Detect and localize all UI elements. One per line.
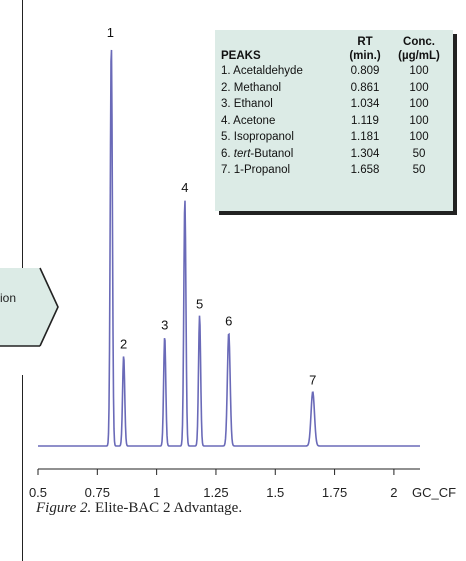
chromatogram-chart: 0.5 0.75 1 1.25 1.5 1.75 2 1 2 3 4 5 6 7 GC_CF — [29, 25, 456, 500]
table-row: 5. Isopropanol 1.181 100 — [221, 129, 447, 146]
peak-label: 5 — [196, 296, 203, 311]
header-rt-bottom: (min.) — [349, 50, 381, 62]
peak-label: 1 — [107, 25, 114, 40]
compound-name: 4. Acetone — [221, 114, 276, 127]
header-peaks-spacer — [221, 35, 339, 49]
x-tick-label: 0.5 — [29, 485, 47, 500]
header-conc-bottom: (µg/mL) — [398, 50, 440, 62]
compound-name-prefix: 6. — [221, 147, 234, 160]
compound-name: 6. tert-Butanol — [221, 146, 339, 163]
peak-label: 2 — [120, 337, 127, 352]
table-row: 4. Acetone 1.119 100 — [221, 113, 447, 130]
peak-label: 3 — [161, 317, 168, 332]
retention-time: 0.809 — [350, 65, 380, 77]
retention-time: 1.181 — [350, 131, 380, 143]
concentration: 100 — [409, 81, 429, 94]
concentration: 100 — [409, 65, 429, 77]
table-row: 1. Acetaldehyde 0.809 100 — [221, 63, 447, 80]
peak-label: 7 — [309, 373, 316, 388]
header-rt-top: RT — [357, 36, 373, 48]
table-row: 3. Ethanol 1.034 100 — [221, 96, 447, 113]
compound-name: 3. Ethanol — [221, 98, 273, 110]
figure-caption: Figure 2. Elite-BAC 2 Advantage. — [36, 500, 242, 517]
x-tick-label: 1 — [153, 485, 160, 500]
x-tick-label: 1.25 — [203, 485, 228, 500]
compound-name-italic: tert — [233, 147, 251, 160]
chromatogram-trace — [38, 49, 420, 447]
x-tick-label: 1.5 — [266, 485, 284, 500]
table-row: 6. tert-Butanol 1.304 50 — [221, 146, 447, 163]
retention-time: 1.658 — [350, 164, 380, 176]
peak-label: 6 — [225, 314, 232, 329]
compound-name: 2. Methanol — [221, 81, 282, 94]
concentration: 50 — [412, 147, 426, 160]
concentration: 100 — [409, 98, 429, 110]
concentration: 100 — [409, 131, 429, 143]
retention-time: 1.034 — [350, 98, 380, 110]
compound-name: 5. Isopropanol — [221, 131, 294, 143]
x-axis-unit-label: GC_CF — [412, 485, 456, 500]
header-peaks: PEAKS — [221, 50, 261, 62]
callout-arrow-shape — [0, 267, 59, 347]
x-tick-label: 0.75 — [85, 485, 110, 500]
retention-time: 1.304 — [350, 147, 380, 160]
concentration: 100 — [409, 114, 429, 127]
retention-time: 0.861 — [350, 81, 380, 94]
compound-name-suffix: -Butanol — [250, 147, 294, 160]
concentration: 50 — [412, 164, 426, 176]
table-row: 2. Methanol 0.861 100 — [221, 80, 447, 97]
left-border-line-lower — [22, 375, 23, 561]
callout-text: ion — [0, 291, 17, 305]
figure-title: Elite-BAC 2 Advantage. — [91, 500, 243, 516]
left-border-line — [22, 0, 23, 268]
table-row: 7. 1-Propanol 1.658 50 — [221, 162, 447, 179]
figure-number: Figure 2. — [36, 500, 92, 516]
compound-name: 7. 1-Propanol — [221, 164, 291, 176]
retention-time: 1.119 — [351, 114, 379, 127]
peak-label: 4 — [181, 180, 188, 195]
x-tick-label: 2 — [390, 485, 397, 500]
x-tick-label: 1.75 — [322, 485, 347, 500]
compound-name: 1. Acetaldehyde — [221, 65, 303, 77]
peaks-table: RT Conc. PEAKS (min.) (µg/mL) 1. Acetald… — [215, 30, 453, 211]
header-conc-top: Conc. — [403, 36, 435, 48]
